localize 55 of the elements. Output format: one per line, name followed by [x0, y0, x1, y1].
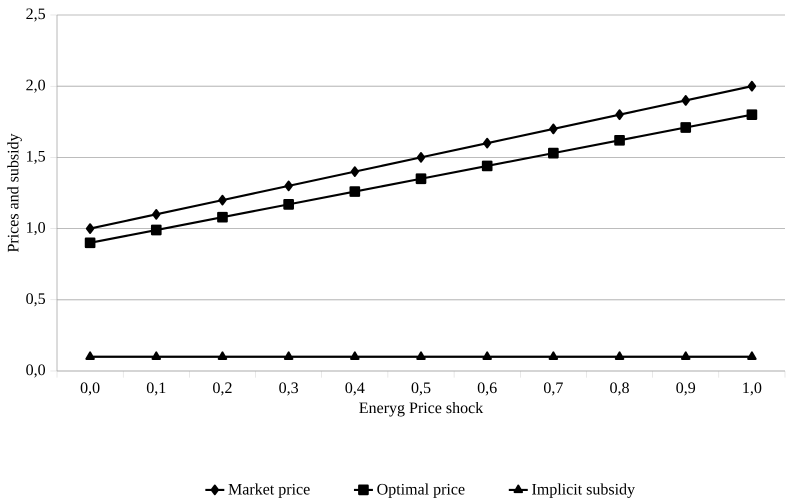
- point: [152, 351, 162, 360]
- legend-label: Implicit subsidy: [532, 483, 635, 498]
- y-tick-label: 2,5: [26, 8, 46, 22]
- point: [283, 199, 294, 210]
- y-tick-label: 0,0: [26, 364, 46, 378]
- x-axis-title: Eneryg Price shock: [359, 402, 484, 417]
- point: [85, 351, 95, 360]
- y-tick-label: 1,0: [27, 222, 46, 236]
- point: [614, 351, 624, 360]
- legend-label: Market price: [228, 483, 310, 498]
- point: [84, 237, 96, 248]
- point: [150, 224, 162, 236]
- point: [615, 109, 624, 120]
- point: [746, 109, 758, 120]
- y-tick-label: 2,0: [26, 80, 46, 93]
- point: [218, 351, 228, 360]
- point: [416, 173, 426, 184]
- x-tick-label: 0,7: [544, 382, 563, 396]
- x-tick-label: 0,2: [213, 382, 232, 396]
- x-tick-label: 0,0: [80, 382, 100, 396]
- point: [482, 160, 493, 172]
- x-tick-label: 0,8: [610, 382, 629, 396]
- point: [218, 194, 227, 206]
- point: [152, 209, 161, 220]
- point: [548, 148, 559, 158]
- point: [349, 186, 360, 197]
- x-tick-label: 0,3: [279, 382, 298, 396]
- point: [86, 223, 94, 234]
- point: [549, 124, 558, 134]
- point: [747, 351, 757, 360]
- x-tick-label: 0,1: [146, 382, 166, 396]
- legend-label: Optimal price: [377, 483, 465, 498]
- y-tick-label: 1,5: [27, 150, 46, 164]
- point: [681, 95, 690, 106]
- point: [482, 138, 492, 148]
- point: [284, 351, 294, 360]
- point: [284, 180, 293, 192]
- x-tick-label: 1,0: [743, 382, 762, 396]
- point: [482, 351, 492, 360]
- point: [614, 134, 625, 146]
- point: [350, 351, 360, 360]
- y-axis-title: Prices and subsidy: [7, 133, 22, 252]
- point: [416, 152, 426, 163]
- x-tick-label: 0,9: [676, 382, 696, 396]
- x-tick-label: 0,6: [478, 382, 497, 396]
- y-tick-label: 0,5: [26, 293, 46, 306]
- point: [350, 166, 360, 177]
- x-tick-label: 0,4: [345, 382, 365, 396]
- point: [217, 212, 228, 223]
- point: [416, 351, 426, 360]
- point: [748, 80, 756, 92]
- point: [680, 351, 690, 360]
- point: [680, 122, 692, 133]
- x-tick-label: 0,5: [412, 382, 430, 396]
- point: [548, 351, 558, 360]
